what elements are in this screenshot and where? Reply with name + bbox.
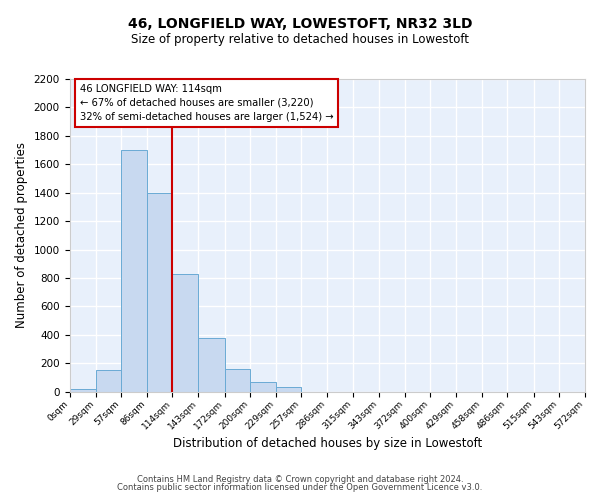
Text: Contains public sector information licensed under the Open Government Licence v3: Contains public sector information licen… bbox=[118, 484, 482, 492]
Bar bbox=[147, 194, 172, 392]
Text: 46, LONGFIELD WAY, LOWESTOFT, NR32 3LD: 46, LONGFIELD WAY, LOWESTOFT, NR32 3LD bbox=[128, 18, 472, 32]
Bar bbox=[172, 274, 199, 392]
Text: Contains HM Land Registry data © Crown copyright and database right 2024.: Contains HM Land Registry data © Crown c… bbox=[137, 475, 463, 484]
Bar bbox=[121, 150, 147, 392]
Text: Size of property relative to detached houses in Lowestoft: Size of property relative to detached ho… bbox=[131, 32, 469, 46]
Y-axis label: Number of detached properties: Number of detached properties bbox=[15, 142, 28, 328]
Bar bbox=[95, 370, 121, 392]
Bar bbox=[276, 388, 301, 392]
Bar bbox=[199, 338, 224, 392]
X-axis label: Distribution of detached houses by size in Lowestoft: Distribution of detached houses by size … bbox=[173, 437, 482, 450]
Bar bbox=[224, 369, 250, 392]
Bar bbox=[250, 382, 276, 392]
Bar bbox=[70, 389, 95, 392]
Text: 46 LONGFIELD WAY: 114sqm
← 67% of detached houses are smaller (3,220)
32% of sem: 46 LONGFIELD WAY: 114sqm ← 67% of detach… bbox=[80, 84, 334, 122]
